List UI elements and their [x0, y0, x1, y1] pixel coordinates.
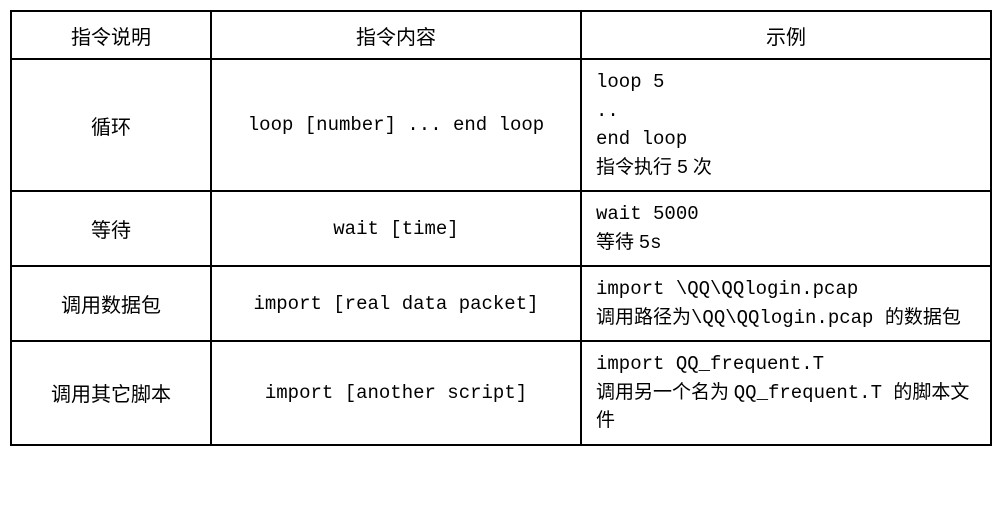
example-text: QQ_frequent.T	[734, 382, 894, 404]
example-text: 调用路径为	[596, 307, 691, 328]
example-line: import \QQ\QQlogin.pcap	[596, 275, 976, 304]
cell-desc: 调用其它脚本	[11, 341, 211, 445]
example-text: 5s	[639, 232, 662, 254]
example-line: 指令执行 5 次	[596, 154, 976, 183]
cell-example: loop 5 .. end loop 指令执行 5 次	[581, 59, 991, 191]
example-text: \QQ\QQlogin.pcap	[691, 307, 885, 329]
command-table-container: 指令说明 指令内容 示例 循环 loop [number] ... end lo…	[10, 10, 990, 446]
example-text: 次	[688, 157, 712, 178]
table-row: 调用其它脚本 import [another script] import QQ…	[11, 341, 991, 445]
col-header-desc: 指令说明	[11, 11, 211, 59]
cell-desc: 循环	[11, 59, 211, 191]
example-text: 的数据包	[885, 307, 961, 328]
example-line: 等待 5s	[596, 229, 976, 258]
cell-desc: 调用数据包	[11, 266, 211, 341]
example-line: end loop	[596, 125, 976, 154]
table-body: 循环 loop [number] ... end loop loop 5 .. …	[11, 59, 991, 445]
example-line: loop 5	[596, 68, 976, 97]
cell-content: import [real data packet]	[211, 266, 581, 341]
cell-desc: 等待	[11, 191, 211, 266]
table-header: 指令说明 指令内容 示例	[11, 11, 991, 59]
example-text: 5	[677, 157, 688, 179]
example-text: 调用另一个名为	[596, 382, 734, 403]
cell-example: wait 5000 等待 5s	[581, 191, 991, 266]
cell-content: import [another script]	[211, 341, 581, 445]
table-header-row: 指令说明 指令内容 示例	[11, 11, 991, 59]
example-text: 指令执行	[596, 157, 677, 178]
cell-content: loop [number] ... end loop	[211, 59, 581, 191]
col-header-content: 指令内容	[211, 11, 581, 59]
example-line: wait 5000	[596, 200, 976, 229]
table-row: 循环 loop [number] ... end loop loop 5 .. …	[11, 59, 991, 191]
example-line: 调用路径为\QQ\QQlogin.pcap 的数据包	[596, 304, 976, 333]
cell-content: wait [time]	[211, 191, 581, 266]
col-header-example: 示例	[581, 11, 991, 59]
example-line: ..	[596, 97, 976, 126]
command-table: 指令说明 指令内容 示例 循环 loop [number] ... end lo…	[10, 10, 992, 446]
table-row: 等待 wait [time] wait 5000 等待 5s	[11, 191, 991, 266]
table-row: 调用数据包 import [real data packet] import \…	[11, 266, 991, 341]
example-text: 等待	[596, 232, 639, 253]
cell-example: import QQ_frequent.T 调用另一个名为 QQ_frequent…	[581, 341, 991, 445]
example-line: 调用另一个名为 QQ_frequent.T 的脚本文件	[596, 379, 976, 436]
example-line: import QQ_frequent.T	[596, 350, 976, 379]
cell-example: import \QQ\QQlogin.pcap 调用路径为\QQ\QQlogin…	[581, 266, 991, 341]
